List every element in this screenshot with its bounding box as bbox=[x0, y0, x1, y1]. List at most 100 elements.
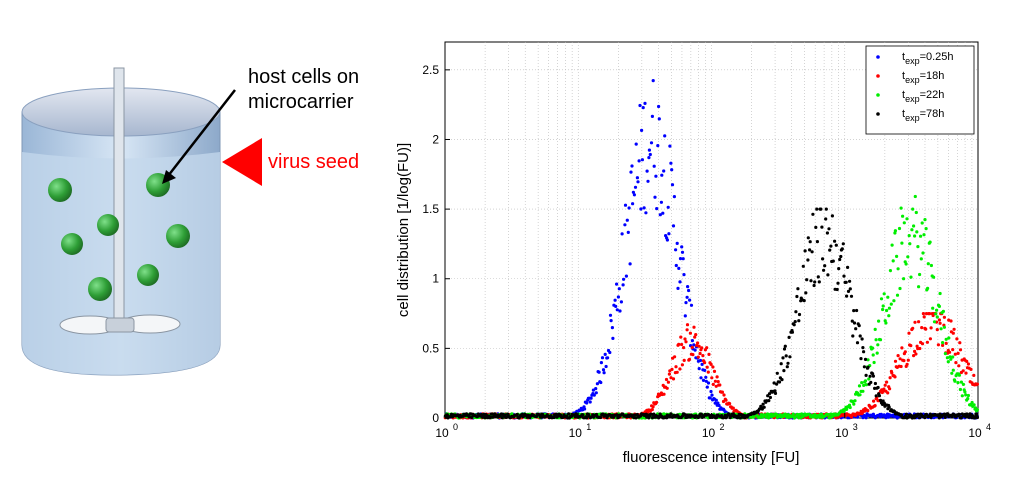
data-point bbox=[631, 190, 636, 194]
data-point bbox=[670, 183, 675, 187]
data-point bbox=[692, 343, 696, 347]
data-point bbox=[814, 225, 818, 229]
data-point bbox=[805, 278, 809, 282]
data-point bbox=[926, 286, 930, 290]
legend-label: texp=18h bbox=[902, 70, 944, 85]
data-point bbox=[692, 325, 696, 329]
data-point bbox=[515, 412, 519, 417]
data-point bbox=[909, 344, 913, 348]
data-point bbox=[885, 308, 889, 313]
data-point bbox=[871, 374, 876, 378]
data-point bbox=[830, 214, 835, 218]
data-point bbox=[854, 327, 858, 331]
data-point bbox=[706, 370, 710, 374]
data-point bbox=[627, 206, 631, 210]
data-point bbox=[634, 142, 638, 146]
data-point bbox=[703, 361, 707, 365]
data-point bbox=[867, 377, 871, 381]
data-point bbox=[591, 388, 596, 392]
data-point bbox=[828, 248, 832, 252]
data-point bbox=[912, 354, 916, 358]
data-point bbox=[688, 331, 693, 335]
data-point bbox=[899, 206, 903, 210]
data-point bbox=[863, 379, 868, 383]
data-point bbox=[640, 128, 644, 132]
data-point bbox=[784, 354, 788, 358]
data-point bbox=[852, 321, 857, 325]
legend-label: texp=78h bbox=[902, 108, 944, 123]
data-point bbox=[705, 385, 709, 389]
data-point bbox=[945, 356, 950, 360]
microcarrier-bead bbox=[88, 277, 112, 301]
data-point bbox=[647, 148, 652, 152]
microcarrier-bead bbox=[48, 178, 72, 202]
data-point bbox=[887, 306, 892, 310]
data-point bbox=[904, 412, 909, 416]
bioreactor-schematic: host cells on microcarrier virus seed bbox=[21, 66, 359, 376]
data-point bbox=[926, 262, 930, 266]
data-point bbox=[602, 371, 606, 375]
data-point bbox=[911, 207, 915, 211]
data-point bbox=[942, 325, 947, 329]
data-point bbox=[863, 357, 868, 361]
data-point bbox=[889, 302, 893, 306]
data-point bbox=[935, 315, 939, 319]
data-point bbox=[676, 286, 680, 290]
data-point bbox=[874, 338, 878, 342]
data-point bbox=[636, 180, 640, 184]
data-point bbox=[838, 257, 842, 262]
data-point bbox=[879, 297, 884, 301]
data-point bbox=[839, 254, 843, 259]
data-point bbox=[682, 273, 686, 277]
data-point bbox=[802, 299, 806, 303]
data-point bbox=[823, 264, 827, 268]
data-point bbox=[646, 179, 650, 183]
data-point bbox=[665, 386, 669, 390]
data-point bbox=[667, 232, 671, 236]
data-point bbox=[922, 233, 926, 237]
data-point bbox=[790, 330, 795, 334]
data-point bbox=[617, 287, 621, 291]
legend-marker bbox=[876, 112, 880, 116]
data-point bbox=[618, 309, 622, 313]
x-tick-exponent: 0 bbox=[453, 422, 458, 432]
data-point bbox=[949, 319, 953, 323]
data-point bbox=[622, 277, 626, 281]
data-point bbox=[953, 352, 957, 356]
data-point bbox=[720, 390, 725, 394]
data-point bbox=[938, 291, 942, 296]
data-point bbox=[717, 403, 721, 408]
legend-marker bbox=[876, 93, 880, 97]
data-point bbox=[901, 214, 905, 218]
data-point bbox=[639, 207, 643, 211]
y-tick-label: 0 bbox=[432, 411, 439, 425]
data-point bbox=[956, 381, 960, 385]
data-point bbox=[882, 387, 886, 391]
data-point bbox=[853, 399, 857, 403]
data-point bbox=[606, 356, 610, 360]
data-point bbox=[975, 408, 980, 412]
data-point bbox=[779, 362, 783, 366]
data-point bbox=[965, 412, 969, 416]
data-point bbox=[683, 337, 687, 341]
data-point bbox=[849, 294, 854, 298]
data-point bbox=[872, 399, 876, 403]
data-point bbox=[567, 412, 571, 416]
data-point bbox=[898, 286, 902, 291]
data-point bbox=[958, 387, 963, 392]
data-point bbox=[858, 393, 862, 397]
data-point bbox=[891, 259, 895, 263]
data-point bbox=[711, 365, 715, 369]
data-point bbox=[600, 356, 605, 360]
data-point bbox=[972, 403, 976, 407]
data-point bbox=[724, 398, 728, 402]
data-point bbox=[935, 308, 939, 312]
data-point bbox=[700, 346, 704, 350]
data-point bbox=[707, 413, 711, 417]
data-point bbox=[893, 229, 898, 233]
data-point bbox=[680, 363, 685, 367]
data-point bbox=[718, 383, 722, 387]
data-point bbox=[948, 350, 952, 354]
data-point bbox=[611, 336, 615, 340]
data-point bbox=[808, 240, 812, 244]
